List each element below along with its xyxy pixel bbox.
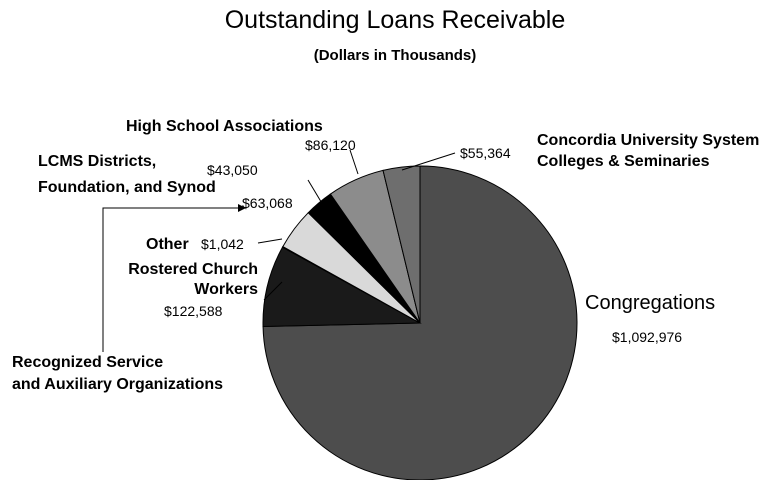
label-high-school: High School Associations xyxy=(126,118,323,135)
leader-line-lcms xyxy=(307,179,324,206)
value-high-school: $86,120 xyxy=(305,137,356,153)
label-recognized-line1: Recognized Service xyxy=(12,354,163,371)
pie-slice-concordia-university-system-colleges-seminaries xyxy=(382,165,421,324)
value-congregations: $1,092,976 xyxy=(612,329,682,345)
label-other: Other xyxy=(146,236,189,253)
label-rostered-line2: Workers xyxy=(194,281,258,298)
label-rostered-line1: Rostered Church xyxy=(128,261,258,278)
label-recognized-line2: and Auxiliary Organizations xyxy=(12,376,223,393)
value-other: $1,042 xyxy=(201,236,244,252)
label-concordia-line1: Concordia University System xyxy=(537,132,759,149)
pie-slices xyxy=(262,165,578,480)
leader-line-other xyxy=(257,238,283,244)
value-rostered: $122,588 xyxy=(164,303,223,319)
value-lcms: $43,050 xyxy=(207,162,258,178)
leader-line-recognized xyxy=(102,207,238,352)
leader-lines xyxy=(102,149,456,352)
label-concordia-line2: Colleges & Seminaries xyxy=(537,153,710,170)
leader-arrowhead xyxy=(238,204,246,212)
value-concordia: $55,364 xyxy=(460,145,511,161)
leader-line-rostered xyxy=(263,281,283,301)
label-lcms-line2: Foundation, and Synod xyxy=(38,179,216,196)
leader-line-concordia xyxy=(401,152,456,171)
label-lcms-line1: LCMS Districts, xyxy=(38,153,156,170)
leader-line-high-school xyxy=(349,149,359,175)
label-congregations: Congregations xyxy=(585,292,715,314)
value-recognized: $63,068 xyxy=(242,195,293,211)
chart-title: Outstanding Loans Receivable xyxy=(225,6,566,34)
chart-subtitle: (Dollars in Thousands) xyxy=(314,47,477,64)
